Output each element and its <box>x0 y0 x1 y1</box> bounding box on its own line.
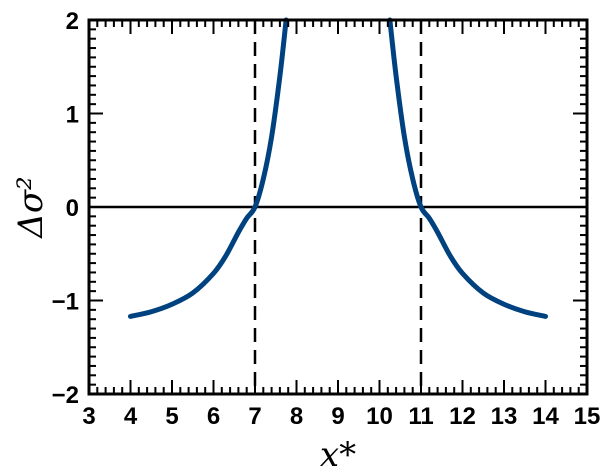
x-tick-label: 10 <box>366 403 393 430</box>
x-tick-label: 14 <box>532 403 559 430</box>
x-tick-label: 15 <box>574 403 601 430</box>
series-curve-1 <box>128 17 289 319</box>
plot-frame <box>87 18 589 396</box>
y-tick-label: 2 <box>66 8 79 35</box>
x-tick-label: 4 <box>124 403 138 430</box>
x-tick-label: 6 <box>207 403 220 430</box>
reference-lines <box>89 20 587 394</box>
x-tick-label: 11 <box>408 403 433 430</box>
y-axis-label: Δσ² <box>11 176 51 239</box>
y-tick-label: 0 <box>66 195 79 222</box>
x-tick-label: 9 <box>331 403 344 430</box>
series-layer <box>128 17 548 319</box>
x-tick-label: 13 <box>491 403 518 430</box>
x-axis-label: x* <box>320 435 356 474</box>
x-tick-label: 12 <box>449 403 476 430</box>
series-curve-2 <box>387 17 548 319</box>
x-tick-label: 5 <box>165 403 178 430</box>
x-tick-label: 3 <box>82 403 95 430</box>
y-tick-label: −2 <box>52 382 79 409</box>
y-tick-label: −1 <box>52 289 79 316</box>
y-tick-label: 1 <box>66 102 79 129</box>
x-tick-label: 8 <box>290 403 303 430</box>
x-tick-label: 7 <box>248 403 261 430</box>
